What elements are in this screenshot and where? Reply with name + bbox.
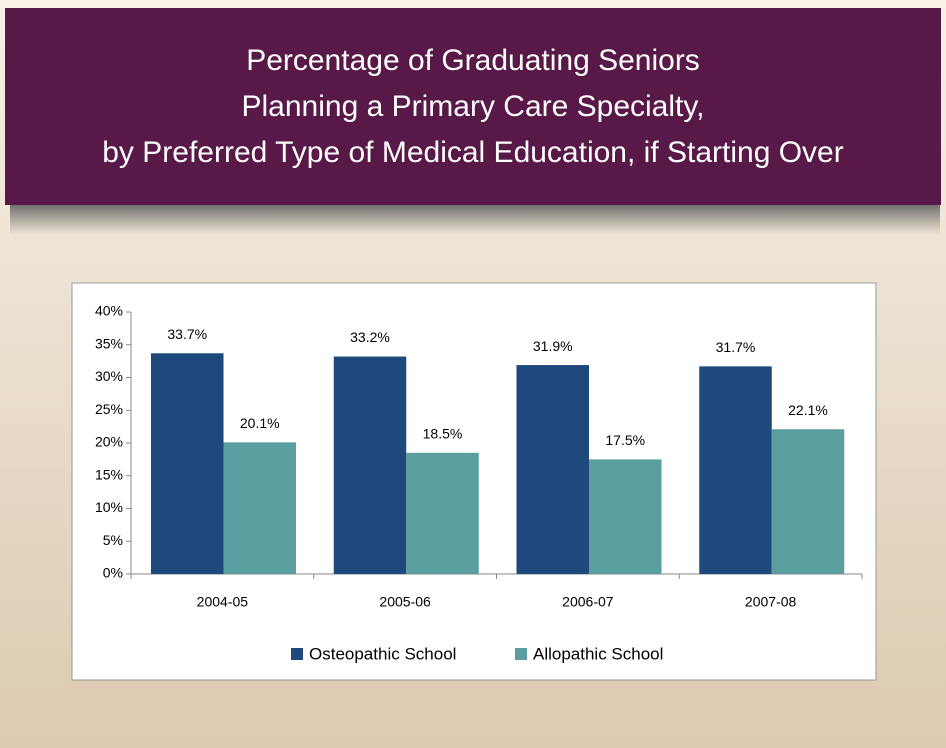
value-label: 17.5%	[605, 432, 645, 448]
x-tick-label: 2004-05	[197, 594, 249, 610]
y-tick-label: 25%	[95, 401, 123, 417]
x-tick-label: 2007-08	[745, 594, 797, 610]
y-tick-label: 20%	[95, 434, 123, 450]
bar	[589, 459, 662, 574]
y-tick-label: 5%	[103, 532, 123, 548]
y-tick-label: 10%	[95, 499, 123, 515]
banner-shadow	[10, 205, 940, 235]
x-tick-label: 2006-07	[562, 594, 614, 610]
value-label: 18.5%	[423, 426, 463, 442]
y-tick-label: 40%	[95, 303, 123, 319]
value-label: 20.1%	[240, 415, 280, 431]
legend-swatch	[291, 648, 303, 660]
value-label: 33.2%	[350, 329, 390, 345]
value-label: 31.9%	[533, 338, 573, 354]
bar	[771, 429, 845, 574]
value-label: 22.1%	[788, 402, 828, 418]
bar	[406, 452, 479, 574]
y-tick-label: 30%	[95, 368, 123, 384]
value-label: 31.7%	[716, 339, 756, 355]
title-banner	[5, 8, 941, 205]
value-label: 33.7%	[167, 326, 207, 342]
y-tick-label: 15%	[95, 466, 123, 482]
title-line: by Preferred Type of Medical Education, …	[102, 136, 843, 169]
bar	[223, 442, 296, 574]
title-line: Planning a Primary Care Specialty,	[242, 90, 705, 123]
y-tick-label: 35%	[95, 335, 123, 351]
bar	[516, 365, 589, 574]
legend-label: Allopathic School	[533, 644, 663, 663]
legend-swatch	[515, 648, 527, 660]
legend-label: Osteopathic School	[309, 644, 456, 663]
bar	[699, 366, 772, 574]
bar	[333, 356, 407, 574]
title-line: Percentage of Graduating Seniors	[246, 44, 700, 77]
bar	[151, 353, 224, 574]
y-tick-label: 0%	[103, 565, 123, 581]
x-tick-label: 2005-06	[379, 594, 431, 610]
